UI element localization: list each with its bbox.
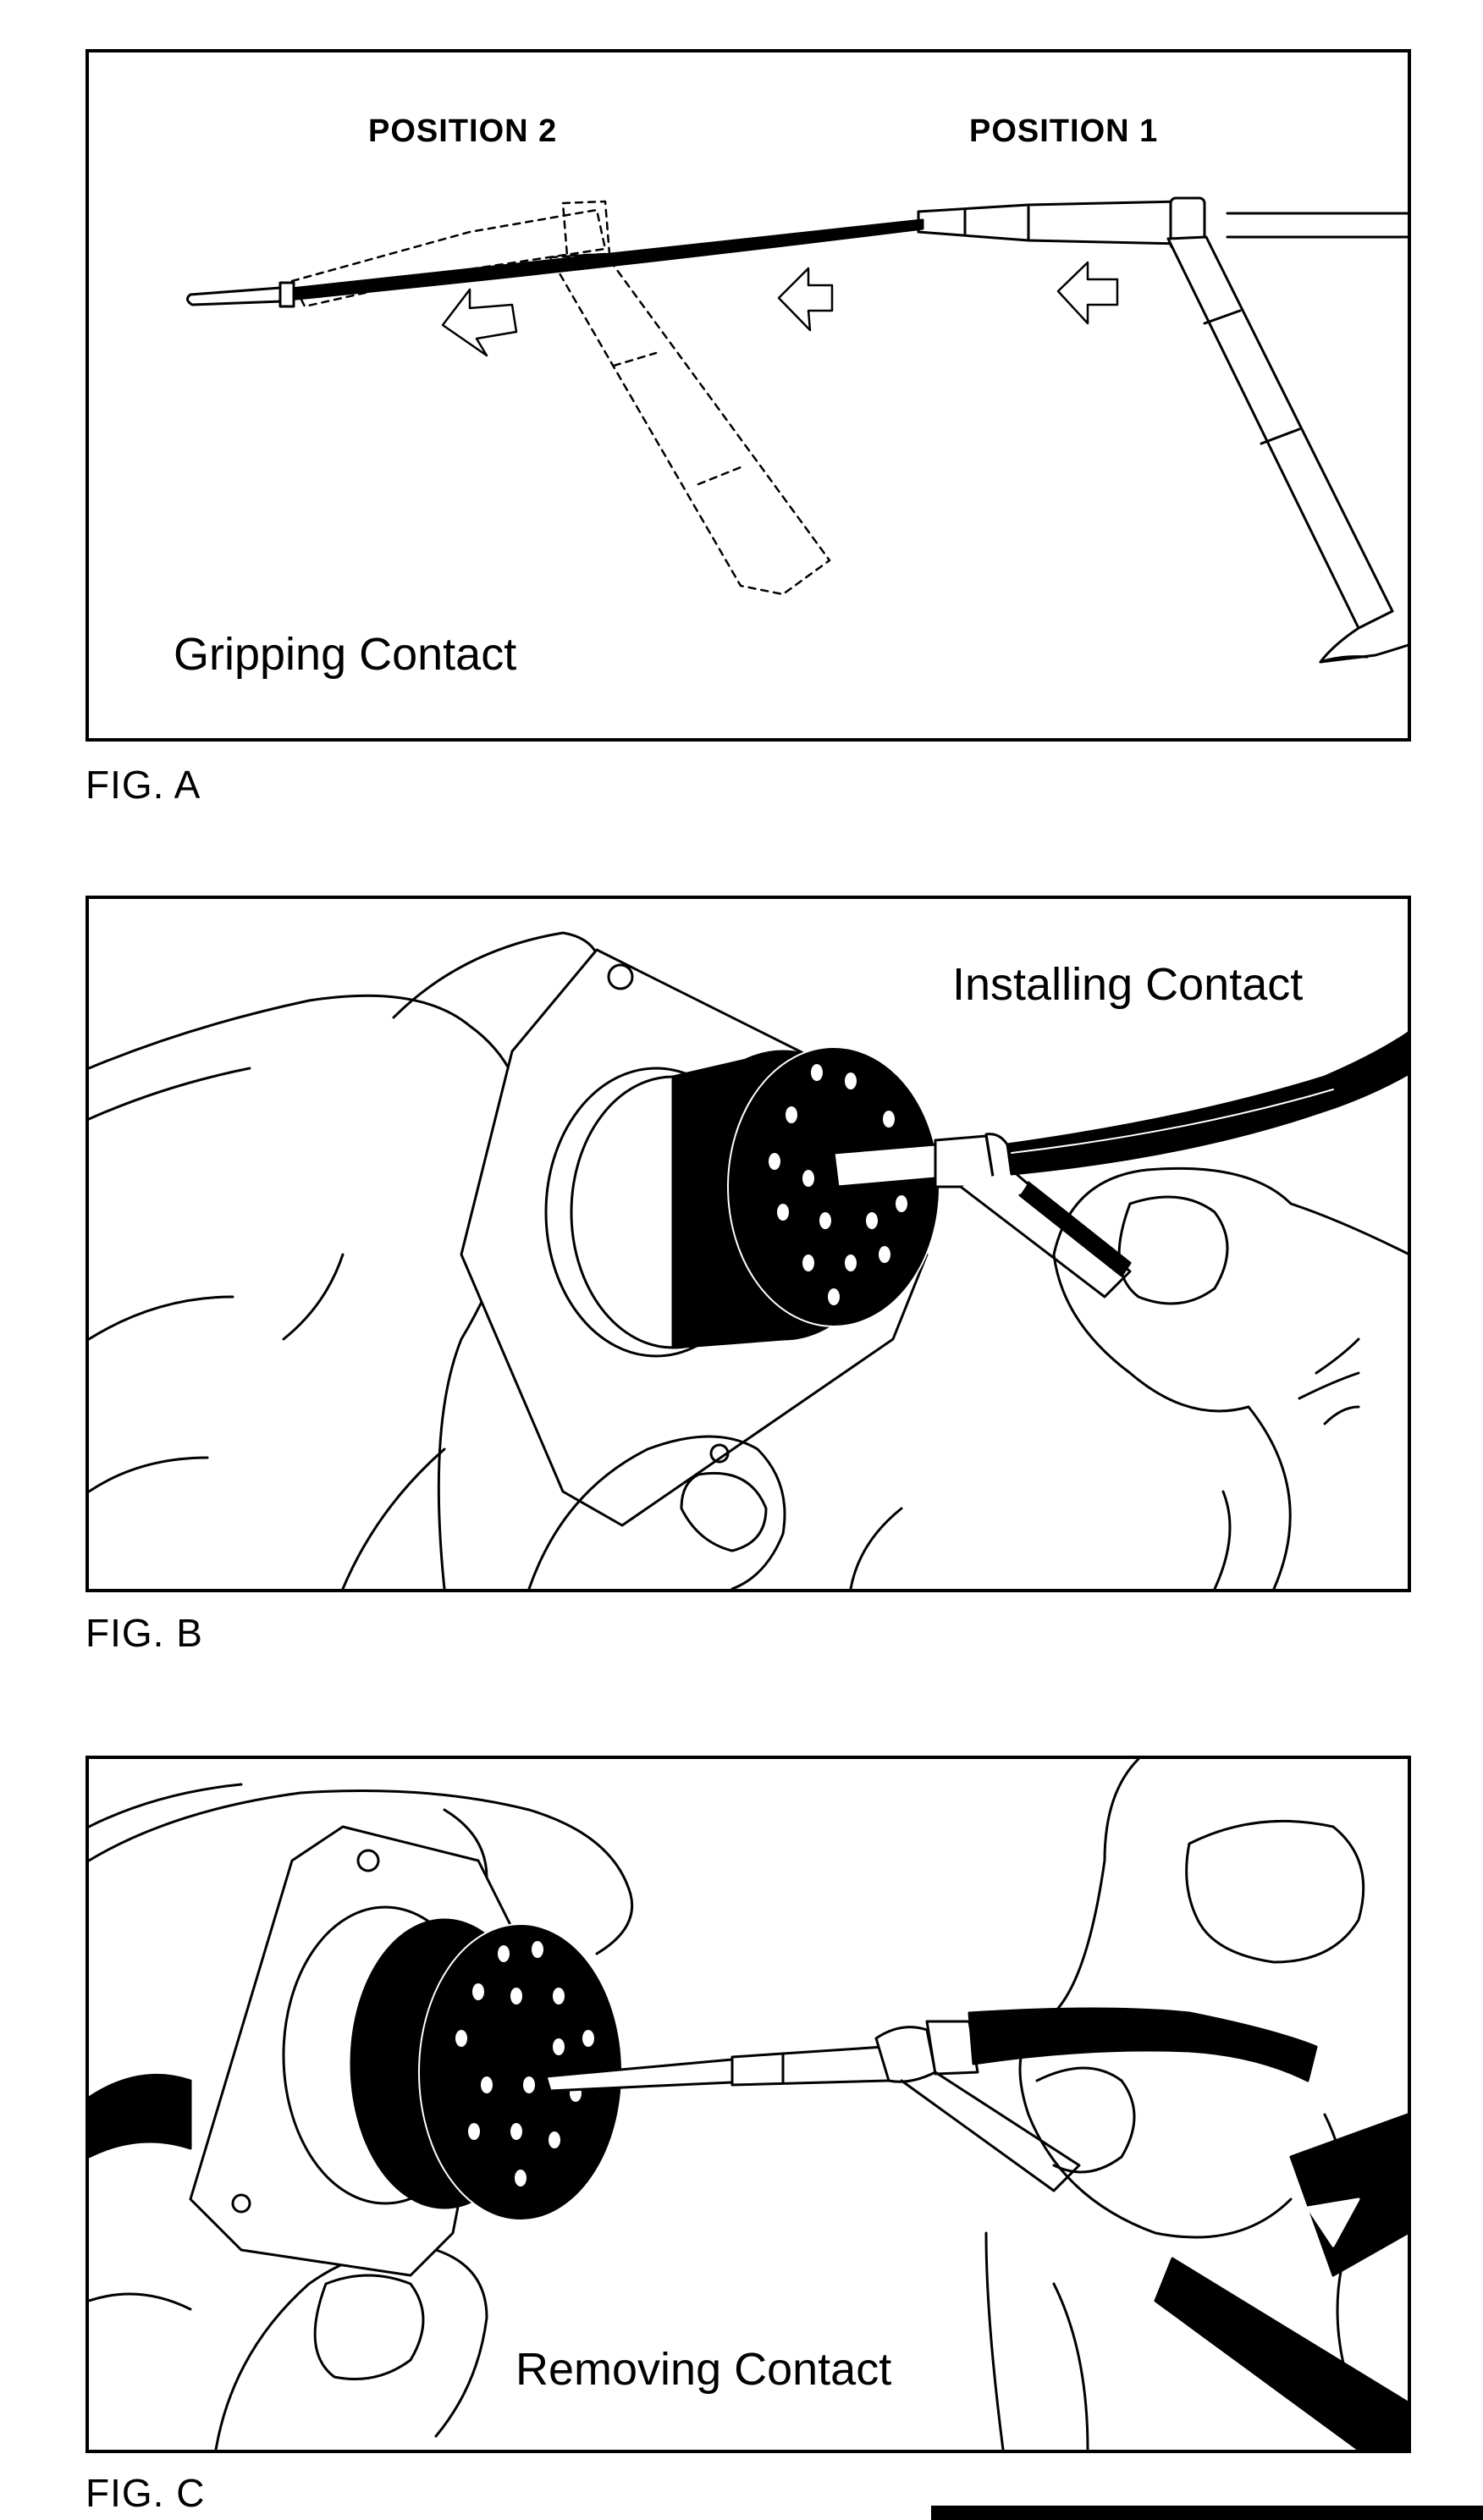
- insertion-tool: [832, 1133, 1132, 1299]
- removal-tool: [544, 2020, 1081, 2192]
- figure-a-panel: POSITION 2 POSITION 1 Gripping Contact: [85, 49, 1411, 742]
- figure-b-panel: Installing Contact: [85, 896, 1411, 1592]
- tool-ghost-position-2: [290, 200, 831, 596]
- removing-contact-illustration: [89, 1759, 1408, 2450]
- bottom-thumb: [527, 1435, 903, 1589]
- gripping-contact-illustration: [186, 196, 1408, 664]
- right-hand: [984, 1759, 1377, 2450]
- contact-cable: [1006, 1031, 1408, 1176]
- figure-c-panel: Removing Contact: [85, 1756, 1411, 2453]
- figure-a-label: FIG. A: [85, 763, 201, 807]
- figure-b-caption: Installing Contact: [949, 958, 1307, 1011]
- arrow-left-icon: [777, 267, 834, 332]
- tool-tube-position-1: [917, 200, 1183, 245]
- wire-lead: [1226, 212, 1408, 239]
- dark-tool-handle: [1154, 2113, 1408, 2450]
- contact-holes: [455, 1941, 594, 2186]
- arrow-left-icon: [1056, 261, 1119, 325]
- figure-c-caption: Removing Contact: [512, 2343, 896, 2396]
- contact-cable: [968, 2007, 1318, 2082]
- figure-a-caption: Gripping Contact: [170, 628, 521, 681]
- installing-contact-illustration: [89, 931, 1408, 1589]
- contact-wire: [282, 218, 924, 301]
- arrow-left-icon: [441, 288, 518, 357]
- right-hand: [1052, 1166, 1408, 1589]
- page-edge-bar: [931, 2506, 1483, 2520]
- tool-handle-position-1: [1166, 196, 1408, 664]
- connector-body: [282, 1905, 623, 2221]
- figure-b-label: FIG. B: [85, 1611, 203, 1655]
- connector-body: [544, 1046, 940, 1358]
- position-1-label: POSITION 1: [969, 113, 1159, 149]
- contact-pin-tip: [186, 281, 295, 308]
- position-2-label: POSITION 2: [368, 113, 558, 149]
- rear-cable: [89, 2073, 192, 2159]
- figure-c-label: FIG. C: [85, 2471, 206, 2515]
